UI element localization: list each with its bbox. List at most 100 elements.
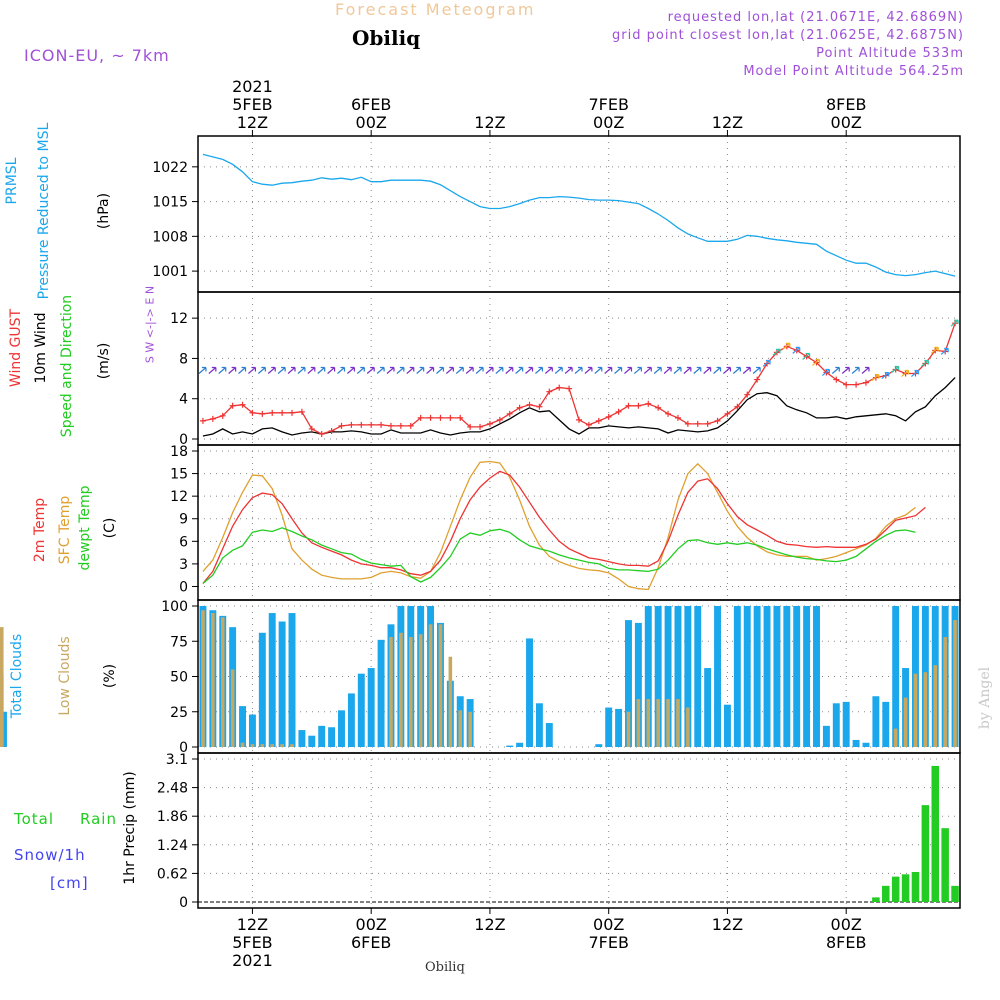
wind-speed-line	[202, 377, 956, 437]
y-tick-label: 9	[179, 512, 188, 528]
y-tick-label: 15	[170, 467, 188, 483]
total-clouds-bar	[793, 606, 801, 747]
wind-direction-arrow	[723, 366, 732, 374]
total-clouds-bar	[288, 613, 296, 747]
total-clouds-bar	[723, 704, 731, 747]
low-clouds-bar	[250, 744, 255, 747]
wind-direction-arrow	[940, 347, 949, 355]
wind-direction-arrow	[643, 366, 652, 374]
y-tick-label: 4	[179, 392, 188, 408]
gust-marker	[368, 421, 375, 428]
wind-direction-arrow	[287, 366, 296, 374]
gust-marker	[546, 388, 553, 395]
bottom-date-label: 7FEB	[588, 933, 628, 952]
y-tick-label: 1008	[152, 229, 188, 245]
label-wind-gust: Wind GUST	[8, 308, 24, 388]
low-clouds-bar	[903, 697, 908, 747]
wind-direction-arrow	[337, 366, 346, 374]
wind-direction-arrow	[861, 366, 870, 374]
bottom-time-label: 12Z	[237, 915, 268, 934]
total-clouds-bar	[625, 620, 632, 747]
total-clouds-bar	[822, 725, 830, 747]
label-speed-direction: Speed and Direction	[59, 294, 75, 438]
label-snow: Snow/1h	[14, 846, 86, 864]
top-time-label: 00Z	[356, 113, 387, 132]
gust-marker	[259, 410, 266, 417]
gust-marker	[655, 404, 662, 411]
rain-bar	[951, 885, 959, 902]
y-tick-label: 1.86	[157, 809, 188, 825]
label-10m-wind: 10m Wind	[33, 312, 49, 384]
label-prmsl: PRMSL	[4, 157, 20, 205]
y-tick-label: 1.24	[157, 838, 188, 854]
low-clouds-bar	[656, 699, 660, 747]
low-clouds-bar	[220, 617, 225, 747]
wind-direction-arrow	[822, 368, 831, 376]
wind-direction-arrow	[426, 366, 435, 374]
wind-direction-arrow	[792, 346, 801, 354]
compass-rose: S W <-|-> E N	[144, 275, 157, 375]
gust-marker	[605, 413, 612, 420]
low-clouds-bar	[408, 637, 413, 747]
gust-marker	[536, 403, 543, 410]
total-clouds-bar	[239, 706, 246, 747]
low-clouds-bar	[943, 637, 947, 747]
total-clouds-bar	[773, 606, 781, 747]
wind-direction-arrow	[802, 352, 811, 360]
wind-direction-arrow	[703, 366, 712, 374]
y-tick-label: 1022	[152, 160, 188, 176]
y-tick-label: 1001	[152, 264, 188, 280]
y-tick-label: 3	[179, 557, 188, 573]
gust-marker	[229, 402, 236, 409]
bottom-date-label: 5FEB	[232, 933, 272, 952]
low-clouds-bar	[211, 613, 215, 747]
low-clouds-bar	[686, 707, 690, 747]
gust-marker	[724, 410, 731, 417]
y-tick-label: 50	[170, 670, 188, 686]
total-clouds-bar	[862, 742, 870, 747]
total-clouds-bar	[803, 606, 811, 747]
total-clouds-bar	[278, 621, 286, 747]
wind-direction-arrow	[663, 366, 672, 374]
wind-direction-arrow	[554, 366, 563, 374]
y-tick-label: 12	[170, 311, 188, 327]
low-clouds-bar	[399, 632, 403, 747]
wind-direction-arrow	[475, 366, 484, 374]
y-tick-label: 0	[179, 740, 188, 756]
total-clouds-bar	[644, 606, 652, 747]
total-clouds-bar	[832, 703, 840, 747]
label-celsius: (C)	[102, 517, 118, 539]
y-tick-label: 3.1	[166, 752, 188, 768]
compass-west-east: W <-|-> E	[143, 297, 157, 353]
y-tick-label: 0.62	[157, 866, 188, 882]
total-clouds-bar	[813, 606, 820, 747]
wind-direction-arrow	[198, 366, 207, 374]
total-clouds-bar	[516, 742, 524, 747]
low-clouds-bar	[201, 610, 205, 747]
gust-marker	[477, 423, 484, 430]
low-clouds-bar	[428, 624, 433, 747]
wind-direction-arrow	[584, 366, 593, 374]
y-tick-label: 6	[179, 534, 188, 550]
label-pressure-msl: Pressure Reduced to MSL	[36, 122, 52, 300]
wind-direction-arrow	[495, 366, 504, 374]
wind-direction-arrow	[742, 366, 751, 374]
gust-marker	[684, 420, 691, 427]
wind-direction-arrow	[218, 366, 227, 374]
wind-direction-arrow	[782, 342, 791, 350]
label-2m-temp: 2m Temp	[32, 497, 48, 563]
wind-direction-arrow	[406, 366, 415, 374]
total-clouds-bar	[733, 606, 741, 747]
gust-marker	[318, 430, 325, 437]
y-tick-label: 100	[161, 599, 188, 615]
gust-marker	[714, 417, 721, 424]
panel-frame-precip	[197, 752, 961, 909]
gust-marker	[853, 381, 860, 388]
wind-direction-arrow	[366, 366, 375, 374]
y-tick-label: 12	[170, 489, 188, 505]
gust-marker	[754, 376, 761, 383]
label-total-clouds: Total Clouds	[9, 633, 25, 719]
wind-direction-arrow	[257, 366, 266, 374]
wind-direction-arrow	[673, 366, 682, 374]
total-clouds-bar	[367, 668, 375, 747]
